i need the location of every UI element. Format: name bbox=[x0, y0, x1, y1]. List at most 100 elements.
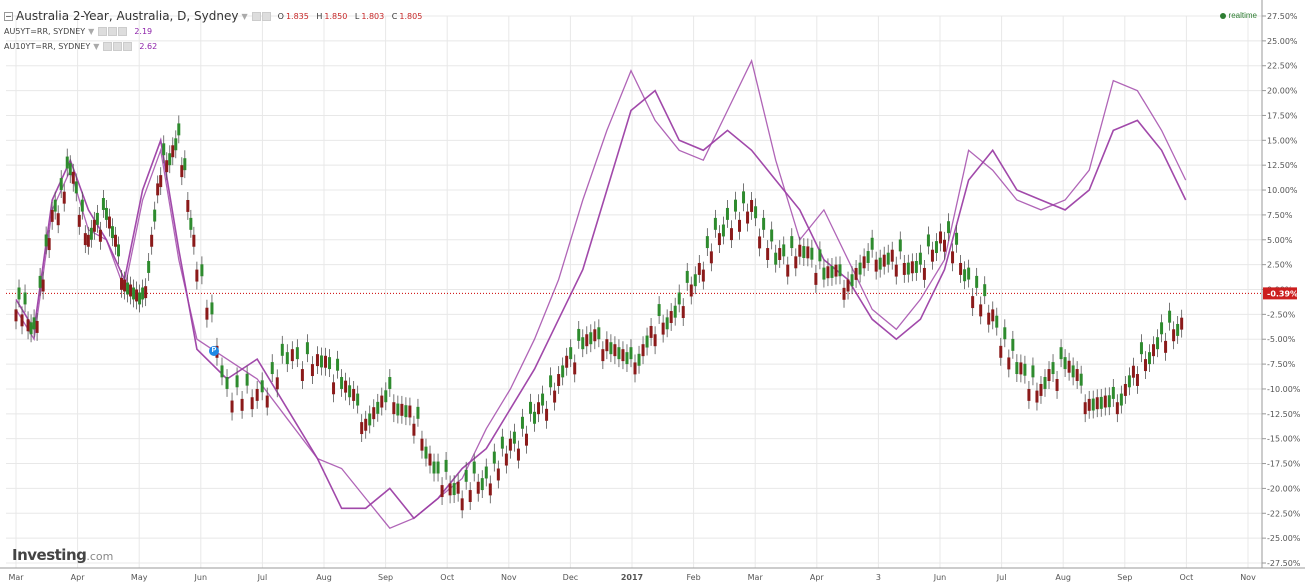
x-tick-label: Nov bbox=[1240, 573, 1256, 582]
candle-body bbox=[537, 402, 541, 415]
candle-body bbox=[336, 358, 340, 371]
candle-body bbox=[1143, 359, 1147, 372]
x-tick-label: Dec bbox=[563, 573, 578, 582]
close-icon[interactable] bbox=[123, 42, 133, 51]
candle-body bbox=[967, 267, 971, 280]
candle-body bbox=[1051, 362, 1055, 375]
settings-icon[interactable] bbox=[251, 11, 261, 21]
candle-body bbox=[1039, 383, 1043, 396]
candle-body bbox=[162, 143, 166, 156]
candle-body bbox=[1131, 365, 1135, 378]
candle-body bbox=[171, 145, 175, 158]
candle-body bbox=[1095, 397, 1099, 410]
y-tick-label: -22.50% bbox=[1267, 509, 1301, 518]
candle-body bbox=[1011, 338, 1015, 351]
candle-body bbox=[416, 406, 420, 419]
candle-body bbox=[295, 347, 299, 360]
candle-body bbox=[705, 236, 709, 249]
candle-body bbox=[516, 448, 520, 461]
candle-body bbox=[685, 270, 689, 283]
candle-body bbox=[565, 355, 569, 368]
x-tick-label: Jul bbox=[996, 573, 1007, 582]
settings-icon[interactable] bbox=[103, 42, 113, 51]
candle-body bbox=[62, 191, 66, 204]
candle-body bbox=[910, 261, 914, 274]
candle-body bbox=[677, 292, 681, 305]
candle-body bbox=[496, 468, 500, 481]
candle-body bbox=[324, 355, 328, 368]
candle-body bbox=[1083, 402, 1087, 415]
candle-body bbox=[95, 212, 99, 225]
candle-body bbox=[834, 264, 838, 277]
candle-body bbox=[44, 234, 48, 247]
candle-body bbox=[17, 287, 21, 300]
candle-body bbox=[818, 249, 822, 262]
candle-body bbox=[601, 349, 605, 362]
close-icon[interactable] bbox=[118, 27, 128, 36]
y-tick-label: 20.00% bbox=[1267, 87, 1298, 96]
candle-body bbox=[500, 436, 504, 449]
candle-body bbox=[480, 478, 484, 491]
candle-body bbox=[934, 241, 938, 254]
candle-body bbox=[1047, 369, 1051, 381]
candle-body bbox=[975, 275, 979, 288]
candle-body bbox=[999, 345, 1003, 358]
chevron-down-icon[interactable]: ▼ bbox=[241, 11, 248, 21]
hide-icon[interactable] bbox=[113, 42, 123, 51]
collapse-icon[interactable] bbox=[4, 11, 13, 21]
candle-body bbox=[878, 257, 882, 270]
candle-body bbox=[930, 249, 934, 262]
candle-body bbox=[697, 262, 701, 275]
settings-icon[interactable] bbox=[98, 27, 108, 36]
candle-body bbox=[814, 272, 818, 285]
candle-body bbox=[959, 262, 963, 275]
candle-body bbox=[1067, 360, 1071, 373]
series-1-value: 2.19 bbox=[134, 27, 153, 36]
series-line-1 bbox=[15, 89, 1187, 520]
candle-body bbox=[561, 365, 565, 378]
x-tick-label: 3 bbox=[876, 573, 881, 582]
candle-body bbox=[766, 248, 770, 260]
chevron-down-icon[interactable]: ▼ bbox=[93, 42, 100, 51]
candle-body bbox=[444, 459, 448, 472]
candle-body bbox=[53, 199, 57, 212]
candle-body bbox=[428, 453, 432, 466]
x-tick-label: May bbox=[131, 573, 148, 582]
candle-body bbox=[1160, 322, 1164, 335]
instrument-title[interactable]: Australia 2-Year, Australia, D, Sydney bbox=[16, 9, 239, 23]
candle-body bbox=[1079, 373, 1083, 386]
candlestick-series bbox=[14, 115, 1184, 519]
candle-body bbox=[681, 306, 685, 319]
candle-body bbox=[230, 400, 234, 413]
candle-body bbox=[1063, 357, 1067, 370]
close-value: 1.805 bbox=[399, 11, 423, 21]
x-tick-label: Oct bbox=[440, 573, 454, 582]
candle-body bbox=[995, 315, 999, 328]
series-2-label[interactable]: AU10YT=RR, SYDNEY bbox=[4, 42, 91, 51]
candle-body bbox=[126, 282, 130, 295]
candle-body bbox=[661, 322, 665, 335]
candle-body bbox=[826, 266, 830, 279]
candle-body bbox=[641, 344, 645, 357]
hide-icon[interactable] bbox=[108, 27, 118, 36]
candle-body bbox=[468, 490, 472, 503]
chevron-down-icon[interactable]: ▼ bbox=[88, 27, 95, 36]
candle-body bbox=[790, 236, 794, 249]
candle-body bbox=[344, 380, 348, 393]
hide-icon[interactable] bbox=[261, 11, 271, 21]
candle-body bbox=[963, 269, 967, 282]
candle-body bbox=[285, 352, 289, 365]
candle-body bbox=[29, 322, 33, 335]
candle-body bbox=[153, 209, 157, 222]
current-value-marker: -0.39% bbox=[1263, 287, 1298, 300]
candle-body bbox=[520, 416, 524, 429]
candle-body bbox=[890, 249, 894, 262]
event-marker-icon[interactable]: P bbox=[209, 346, 219, 356]
candle-body bbox=[637, 353, 641, 366]
series-1-label[interactable]: AU5YT=RR, SYDNEY bbox=[4, 27, 86, 36]
candle-body bbox=[356, 393, 360, 406]
candle-body bbox=[310, 364, 314, 377]
candle-body bbox=[943, 239, 947, 252]
candle-body bbox=[625, 352, 629, 365]
